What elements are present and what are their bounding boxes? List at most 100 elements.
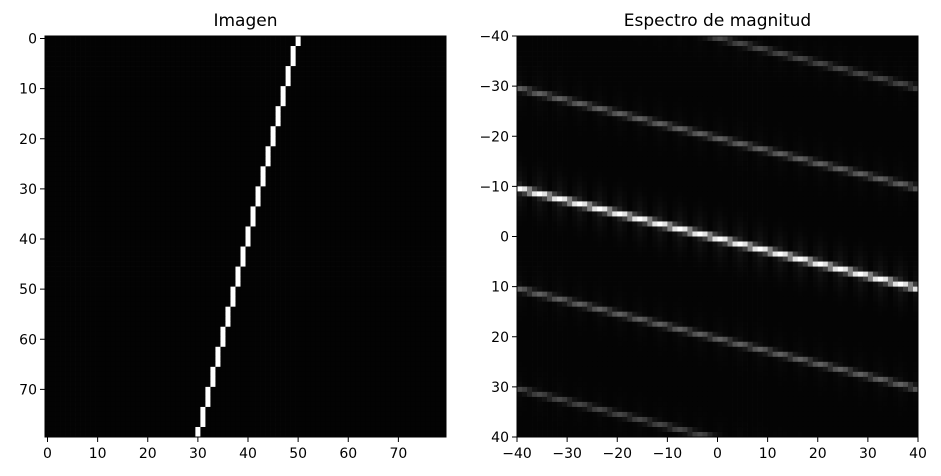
image-cell: [135, 281, 141, 287]
image-cell: [435, 156, 442, 162]
image-cell: [195, 111, 201, 117]
image-cell: [115, 101, 121, 107]
image-cell: [130, 216, 136, 222]
image-cell: [185, 186, 191, 192]
image-cell: [220, 286, 226, 292]
image-cell: [205, 136, 211, 142]
image-cell: [265, 36, 271, 42]
image-cell: [355, 156, 362, 162]
image-cell: [180, 156, 186, 162]
image-cell: [120, 36, 126, 42]
image-cell: [250, 46, 256, 52]
image-cell: [315, 91, 322, 97]
image-cell: [185, 176, 191, 182]
image-cell: [375, 241, 382, 247]
image-cell: [345, 126, 352, 132]
image-cell: [290, 181, 296, 187]
image-cell: [230, 311, 236, 318]
image-cell: [365, 311, 372, 318]
image-cell: [175, 326, 181, 333]
image-cell: [285, 136, 291, 142]
image-cell: [365, 121, 372, 127]
image-cell: [115, 121, 121, 127]
image-cell: [430, 206, 437, 212]
image-cell: [180, 76, 186, 82]
image-cell: [75, 231, 81, 237]
image-cell: [100, 271, 106, 277]
image-cell: [215, 276, 221, 282]
image-cell: [315, 71, 322, 77]
image-cell: [355, 301, 362, 308]
image-cell: [205, 251, 211, 257]
image-cell: [50, 246, 56, 252]
image-cell: [430, 91, 437, 97]
image-cell: [345, 236, 352, 242]
image-cell: [410, 321, 417, 328]
image-cell: [185, 226, 191, 232]
image-cell: [430, 236, 437, 242]
image-cell: [135, 221, 141, 227]
image-cell: [395, 291, 402, 297]
image-cell: [215, 146, 221, 152]
image-cell: [220, 96, 226, 102]
image-cell: [135, 136, 141, 142]
image-cell: [165, 231, 171, 237]
image-cell: [140, 211, 146, 217]
image-cell: [45, 136, 51, 142]
image-cell: [135, 291, 141, 297]
image-cell: [415, 111, 422, 117]
image-cell: [170, 106, 176, 112]
image-cell: [60, 46, 66, 52]
image-cell: [295, 226, 301, 232]
image-cell: [205, 196, 211, 202]
image-cell: [215, 101, 221, 107]
image-cell: [115, 221, 121, 227]
image-cell: [270, 211, 276, 217]
image-cell: [340, 131, 347, 137]
image-cell: [230, 176, 236, 182]
image-cell: [405, 61, 412, 67]
image-cell: [410, 241, 417, 247]
image-cell: [255, 216, 261, 222]
image-cell: [225, 341, 231, 348]
image-cell: [335, 161, 342, 167]
image-cell: [280, 36, 286, 42]
image-cell: [55, 46, 61, 52]
image-cell: [345, 71, 352, 77]
image-cell: [190, 201, 196, 207]
image-cell: [200, 261, 206, 267]
image-cell: [105, 151, 111, 157]
image-cell: [310, 266, 317, 272]
image-cell: [435, 176, 442, 182]
image-cell: [50, 261, 56, 267]
image-cell: [145, 201, 151, 207]
image-cell: [425, 146, 432, 152]
image-cell: [235, 101, 241, 107]
image-cell: [295, 136, 301, 142]
image-cell: [425, 251, 432, 257]
image-cell: [50, 161, 56, 167]
image-cell: [320, 191, 327, 197]
image-cell: [215, 121, 221, 127]
image-cell: [325, 101, 332, 107]
image-cell: [110, 46, 116, 52]
image-cell: [115, 331, 121, 338]
image-cell: [160, 311, 166, 318]
image-cell: [385, 61, 392, 67]
image-cell: [45, 251, 51, 257]
image-cell: [95, 81, 101, 87]
image-cell: [230, 266, 236, 272]
image-cell: [200, 286, 206, 292]
image-cell: [345, 331, 352, 338]
image-cell: [120, 236, 126, 242]
image-cell: [425, 76, 432, 82]
image-cell: [290, 291, 296, 297]
image-cell: [265, 201, 271, 207]
image-cell: [170, 326, 176, 333]
image-cell: [80, 251, 86, 257]
image-cell: [375, 231, 382, 237]
image-cell: [170, 316, 176, 323]
image-cell: [325, 231, 332, 237]
image-cell: [165, 61, 171, 67]
image-cell: [350, 281, 357, 287]
